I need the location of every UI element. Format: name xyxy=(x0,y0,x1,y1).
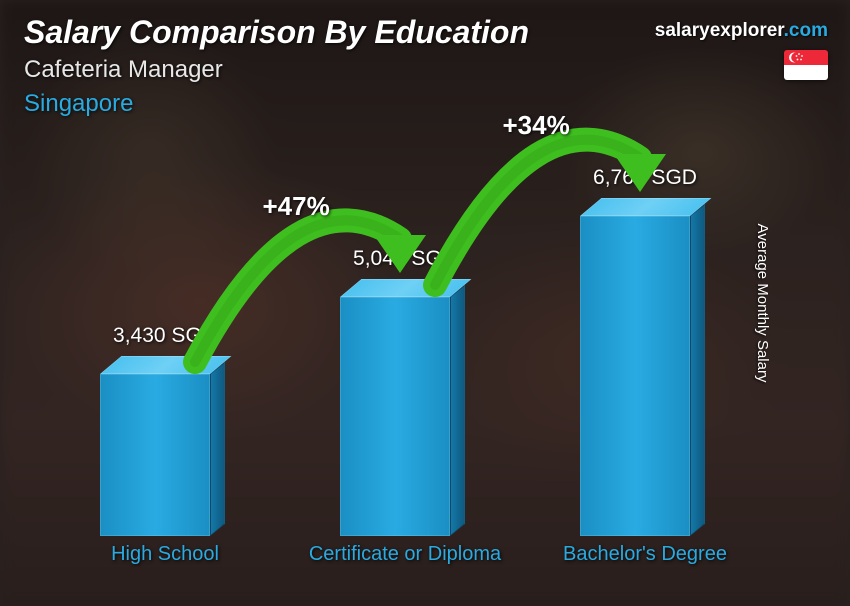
bar-chart: 3,430 SGDHigh School5,040 SGDCertificate… xyxy=(40,106,800,586)
country-flag-icon xyxy=(784,50,828,80)
page-title: Salary Comparison By Education xyxy=(24,14,529,51)
brand-main: salaryexplorer xyxy=(655,20,784,41)
increase-arrow xyxy=(40,106,800,586)
brand-logo: salaryexplorer.com xyxy=(655,20,828,42)
job-title: Cafeteria Manager xyxy=(24,56,223,84)
content-layer: Salary Comparison By Education Cafeteria… xyxy=(0,0,850,606)
brand-suffix: .com xyxy=(784,20,828,41)
percentage-increase-label: +34% xyxy=(503,110,570,141)
